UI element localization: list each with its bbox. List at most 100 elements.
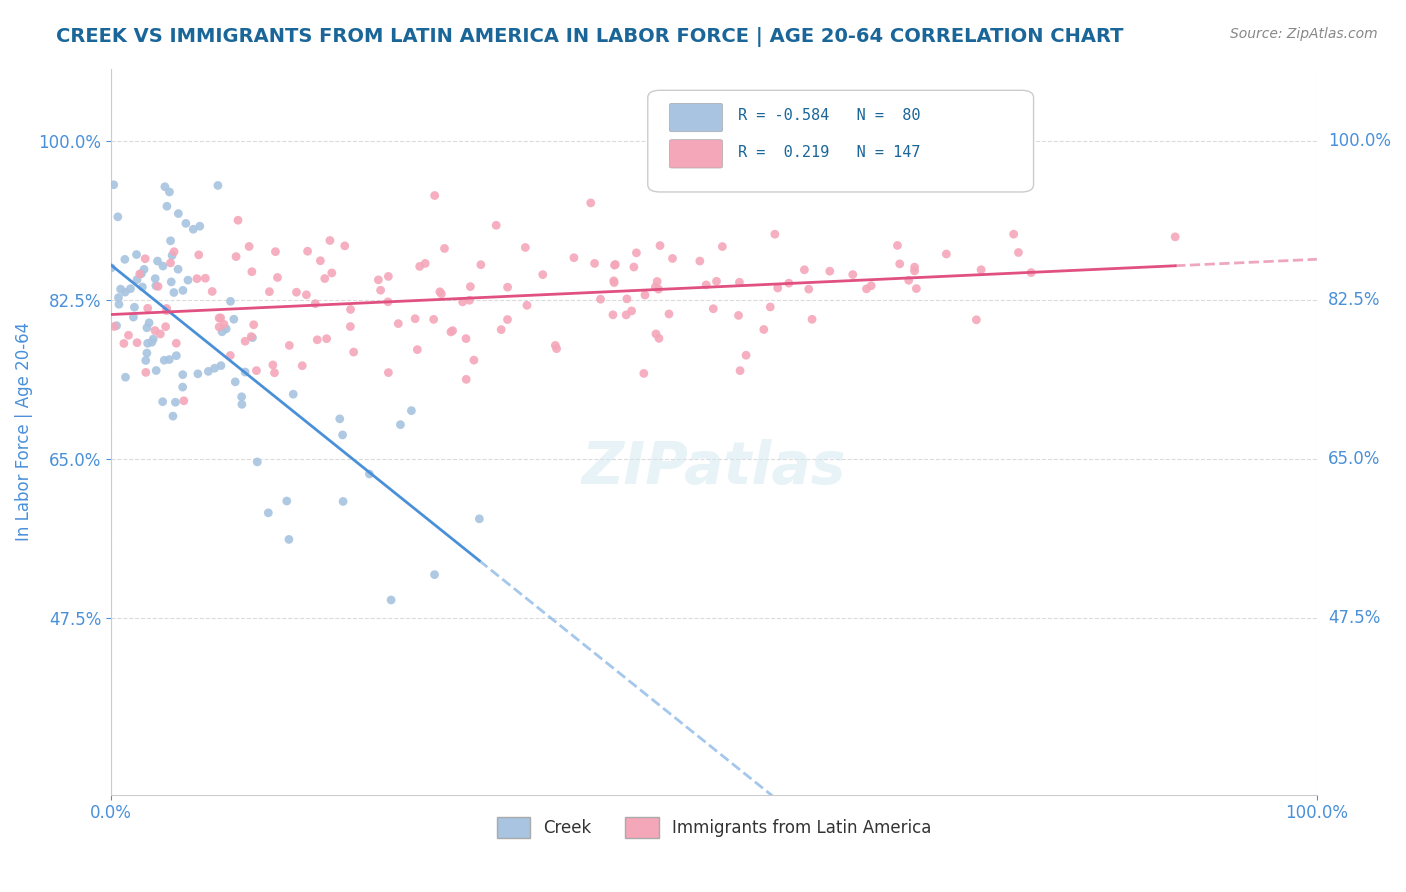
Point [153,179,176,194]
Point [222,312,245,326]
Point [645,326,668,341]
FancyBboxPatch shape [669,140,723,168]
Point [167,206,190,220]
Point [125,247,148,261]
Point [616,292,638,306]
Point [135,320,157,334]
Point [319,234,342,248]
Point [855,282,877,296]
Point [141,335,163,350]
Point [728,275,751,289]
Point [240,329,263,343]
Point [623,260,645,274]
Point [172,368,194,382]
Point [759,300,782,314]
Point [309,253,332,268]
Point [605,257,627,271]
Point [257,506,280,520]
Point [103,319,125,334]
Point [291,359,314,373]
Point [165,336,187,351]
Point [295,287,318,301]
Point [201,285,224,299]
Point [778,276,800,290]
Point [441,324,464,338]
Point [620,304,643,318]
Point [329,412,352,426]
Point [332,494,354,508]
Point [240,265,263,279]
Point [114,370,136,384]
Point [146,254,169,268]
Point [157,352,180,367]
Point [108,297,131,311]
Point [307,333,329,347]
Point [1002,227,1025,242]
Point [485,219,508,233]
Point [162,409,184,424]
Point [156,199,179,213]
Point [544,338,567,352]
Point [149,326,172,341]
Point [401,403,423,417]
Point [163,244,186,259]
Point [181,222,204,236]
Point [160,275,183,289]
Point [603,276,626,290]
Text: 47.5%: 47.5% [1329,608,1381,627]
Point [546,342,568,356]
Point [233,334,256,349]
Point [315,332,337,346]
Text: R =  0.219   N = 147: R = 0.219 N = 147 [738,145,921,160]
Point [370,283,392,297]
Point [727,309,749,323]
Point [165,349,187,363]
Point [219,294,242,309]
Point [136,301,159,316]
Point [818,264,841,278]
Point [159,185,181,199]
Point [706,274,728,288]
Point [689,254,711,268]
Point [468,512,491,526]
Point [264,244,287,259]
Point [224,375,246,389]
Point [219,349,242,363]
Point [146,279,169,293]
Point [124,300,146,314]
Point [406,343,429,357]
Text: 82.5%: 82.5% [1329,291,1381,309]
Point [905,282,928,296]
Point [215,322,238,336]
Point [114,252,136,267]
Point [433,242,456,256]
Point [735,348,758,362]
Point [456,372,478,386]
Point [463,353,485,368]
Point [159,234,181,248]
Point [897,273,920,287]
Text: ZIPatlas: ZIPatlas [582,440,846,497]
Point [489,323,512,337]
Point [114,285,136,300]
Point [711,239,734,253]
Text: CREEK VS IMMIGRANTS FROM LATIN AMERICA IN LABOR FORCE | AGE 20-64 CORRELATION CH: CREEK VS IMMIGRANTS FROM LATIN AMERICA I… [56,27,1123,46]
Point [515,240,537,254]
Point [389,417,412,432]
Point [204,361,226,376]
Point [579,195,602,210]
Text: 65.0%: 65.0% [1329,450,1381,467]
Point [135,346,157,360]
FancyBboxPatch shape [648,90,1033,192]
Point [413,256,436,270]
Point [212,318,235,332]
Point [422,312,444,326]
Point [211,325,233,339]
Point [752,322,775,336]
Point [188,219,211,234]
Point [285,285,308,300]
Point [238,239,260,253]
Point [127,272,149,286]
Point [728,364,751,378]
Point [304,296,326,310]
